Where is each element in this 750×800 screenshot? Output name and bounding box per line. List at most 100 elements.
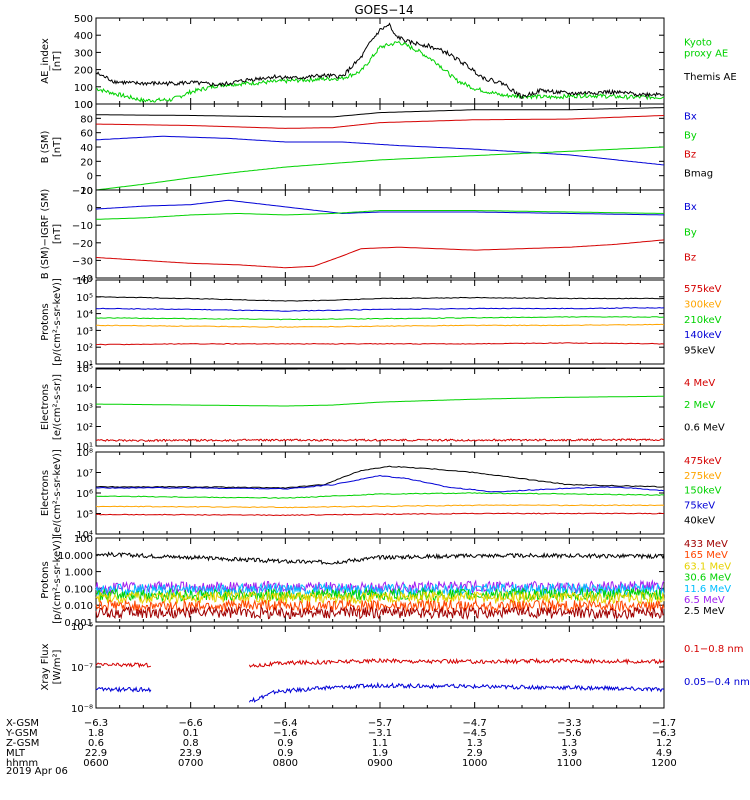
y-tick-label: 20 [80, 157, 93, 168]
orbit-row-value: 0.6 [88, 738, 104, 749]
y-axis-label: [p/(cm²-s-sr-keV)] [52, 536, 63, 624]
orbit-row-value: 4.9 [656, 748, 672, 759]
orbit-row-value: −1.7 [652, 718, 676, 729]
y-axis-label: B (SM)−IGRF (SM) [40, 189, 51, 280]
legend-label: 0.6 MeV [684, 422, 725, 433]
series-line-Bmag [96, 107, 664, 118]
y-tick-label: 0.001 [64, 618, 93, 629]
legend-label: 275keV [684, 471, 722, 482]
panel-protons2: 0.001 0.010 0.100 1.000 10.000 100 Protons [p/(… [40, 534, 731, 629]
legend-label: 433 MeV [684, 539, 728, 550]
legend-label: 63.1 MeV [684, 561, 731, 572]
orbit-table: X-GSM −6.3 −6.6 −6.4 −5.7 −4.7 −3.3 −1.7 Y-GSM 1.… [5, 718, 677, 769]
legend-label: 40keV [684, 516, 715, 527]
legend-label: Bz [684, 252, 696, 263]
panel-bigrf: −40 −30 −20 −10 0 10 B (SM)−IGRF (SM) [nT] Bx By B… [40, 186, 697, 285]
y-axis-label: Protons [40, 561, 51, 598]
y-axis-label: [nT] [52, 137, 63, 157]
y-tick-label: 10⁵ [76, 293, 93, 304]
legend-label: 2.5 MeV [684, 606, 725, 617]
y-tick-label: 10¹ [76, 442, 93, 453]
y-tick-label: 10⁴ [76, 530, 93, 541]
panel-frame [95, 189, 665, 279]
series-line-2.5-MeV [95, 551, 665, 565]
y-tick-label: 10⁴ [76, 310, 93, 321]
series-line-11.6-MeV [95, 581, 665, 598]
panel-electrons2: 10⁴ 10⁵ 10⁶ 10⁷ 10⁸ Electrons [e/(cm²-s-sr-keV… [40, 448, 722, 541]
plot-title: GOES−14 [354, 3, 413, 17]
orbit-row-value: 0600 [83, 758, 108, 769]
y-tick-label: 400 [74, 31, 93, 42]
legend-label: 210keV [684, 315, 722, 326]
y-axis-label: Xray Flux [40, 643, 51, 690]
y-tick-label: −30 [72, 256, 93, 267]
series-line-140keV [95, 307, 665, 312]
orbit-row-value: −5.7 [368, 718, 392, 729]
orbit-row-value: 22.9 [85, 748, 107, 759]
y-tick-label: 100 [74, 100, 93, 111]
y-tick-label: 1.000 [64, 568, 93, 579]
y-tick-label: 40 [80, 143, 93, 154]
panel-xray: 10⁻⁸ 10⁻⁷ 10⁻⁶ Xray Flux [W/m²] 0.1−0.8 nm 0.0… [40, 622, 750, 715]
orbit-row-value: −6.6 [179, 718, 203, 729]
y-tick-label: 200 [74, 66, 93, 77]
series-line-63.1-MeV [95, 590, 665, 606]
orbit-row-value: −1.6 [273, 728, 297, 739]
y-tick-label: 10⁶ [76, 276, 93, 287]
orbit-row-value: 1.8 [88, 728, 104, 739]
series-line-40keV [95, 465, 665, 489]
legend-label: Bx [684, 111, 697, 122]
orbit-row-value: 0.9 [277, 748, 293, 759]
y-axis-label: [e/(cm²-s-sr)] [52, 374, 63, 440]
orbit-row-label: MLT [6, 748, 26, 759]
orbit-row-value: 1200 [651, 758, 676, 769]
series-line-4-MeV [95, 438, 665, 443]
panel-frame [95, 279, 665, 365]
legend-label: 300keV [684, 299, 722, 310]
orbit-row-value: −5.6 [557, 728, 581, 739]
orbit-row-value: −6.3 [652, 728, 676, 739]
panel-frame [95, 17, 665, 105]
orbit-row-value: −3.3 [557, 718, 581, 729]
legend-label: 575keV [684, 284, 722, 295]
y-tick-label: 60 [80, 129, 93, 140]
legend-label: Kyoto [684, 38, 712, 49]
y-tick-label: −40 [72, 274, 93, 285]
legend-label: 75keV [684, 501, 715, 512]
series-line-Kyoto-proxy-AE [96, 40, 665, 103]
legend-label: 95keV [684, 345, 715, 356]
y-tick-label: 10⁵ [76, 364, 93, 375]
legend-label: 2 MeV [684, 400, 715, 411]
orbit-row-value: 0.8 [183, 738, 199, 749]
series-line-Themis-AE [95, 22, 665, 99]
orbit-row-value: 1.3 [561, 738, 577, 749]
legend-label: 0.05−0.4 nm [684, 677, 750, 688]
series-line-275keV [95, 504, 665, 509]
legend-label: 140keV [684, 330, 722, 341]
panel-frame [95, 367, 665, 447]
y-tick-label: 10² [76, 423, 93, 434]
orbit-row-value: 2.9 [467, 748, 483, 759]
y-tick-label: −10 [72, 221, 93, 232]
legend-label: 0.1−0.8 nm [684, 644, 743, 655]
panel-frame [95, 451, 665, 535]
series-line-Bz [96, 115, 665, 129]
legend-label: Bmag [684, 169, 713, 180]
y-tick-label: 100 [74, 83, 93, 94]
series-line-150keV [95, 492, 665, 499]
series-line-433-MeV [95, 604, 665, 621]
panel-frame [95, 625, 665, 709]
y-axis-label: AE_index [40, 38, 51, 84]
series-line-Bz [95, 239, 665, 269]
y-tick-label: 10⁵ [76, 510, 93, 521]
y-tick-label: −20 [72, 239, 93, 250]
series-line-By [96, 210, 665, 220]
y-tick-label: 0.100 [64, 584, 93, 595]
series-line-Bx [95, 135, 665, 166]
y-axis-label: [p/(cm²-s-sr-keV)] [52, 278, 63, 366]
y-tick-label: 10⁶ [76, 489, 93, 500]
y-tick-label: 10⁴ [76, 384, 93, 395]
orbit-row-value: 0700 [178, 758, 203, 769]
legend-label: 4 MeV [684, 378, 715, 389]
